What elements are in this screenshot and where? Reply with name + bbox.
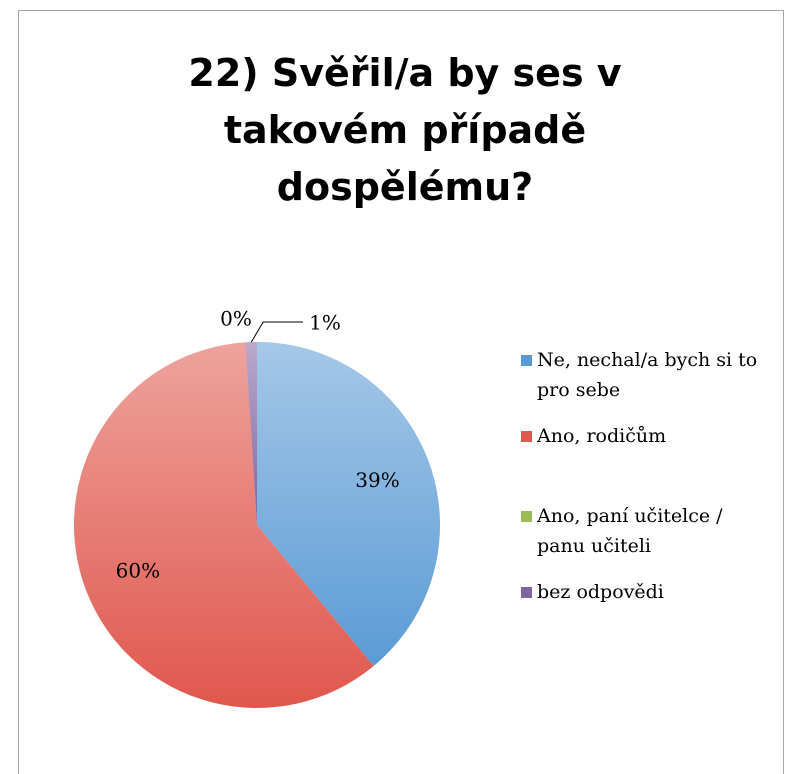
slice-group xyxy=(257,342,440,667)
legend-swatch xyxy=(521,511,532,522)
legend-label: bez odpovědi xyxy=(537,581,664,603)
legend-label: Ne, nechal/a bych si to pro sebe xyxy=(537,349,758,401)
data-label: 39% xyxy=(355,468,399,492)
leader-line xyxy=(250,321,303,343)
slice-shade xyxy=(245,342,257,525)
legend-item: bez odpovědi xyxy=(521,577,762,607)
legend-item: Ne, nechal/a bych si to pro sebe xyxy=(521,345,762,405)
legend-item: Ano, paní učitelce / panu učiteli xyxy=(521,501,762,561)
slice-shade xyxy=(257,342,440,667)
legend-swatch xyxy=(521,587,532,598)
legend-swatch xyxy=(521,431,532,442)
data-label: 60% xyxy=(116,559,160,583)
legend-label: Ano, rodičům xyxy=(537,425,667,447)
slice-group xyxy=(245,342,257,525)
data-label: 1% xyxy=(309,311,341,335)
slice-group xyxy=(73,342,374,709)
legend-label: Ano, paní učitelce / panu učiteli xyxy=(537,505,723,557)
legend: Ne, nechal/a bych si to pro sebe Ano, rod… xyxy=(521,345,771,607)
chart-title: 22) Svěřil/a by ses v takovém případě do… xyxy=(188,51,622,209)
slice-shade xyxy=(73,342,374,709)
legend-item: Ano, rodičům xyxy=(521,421,762,451)
data-label: 0% xyxy=(220,307,252,331)
legend-swatch xyxy=(521,355,532,366)
chart-frame xyxy=(18,10,784,774)
